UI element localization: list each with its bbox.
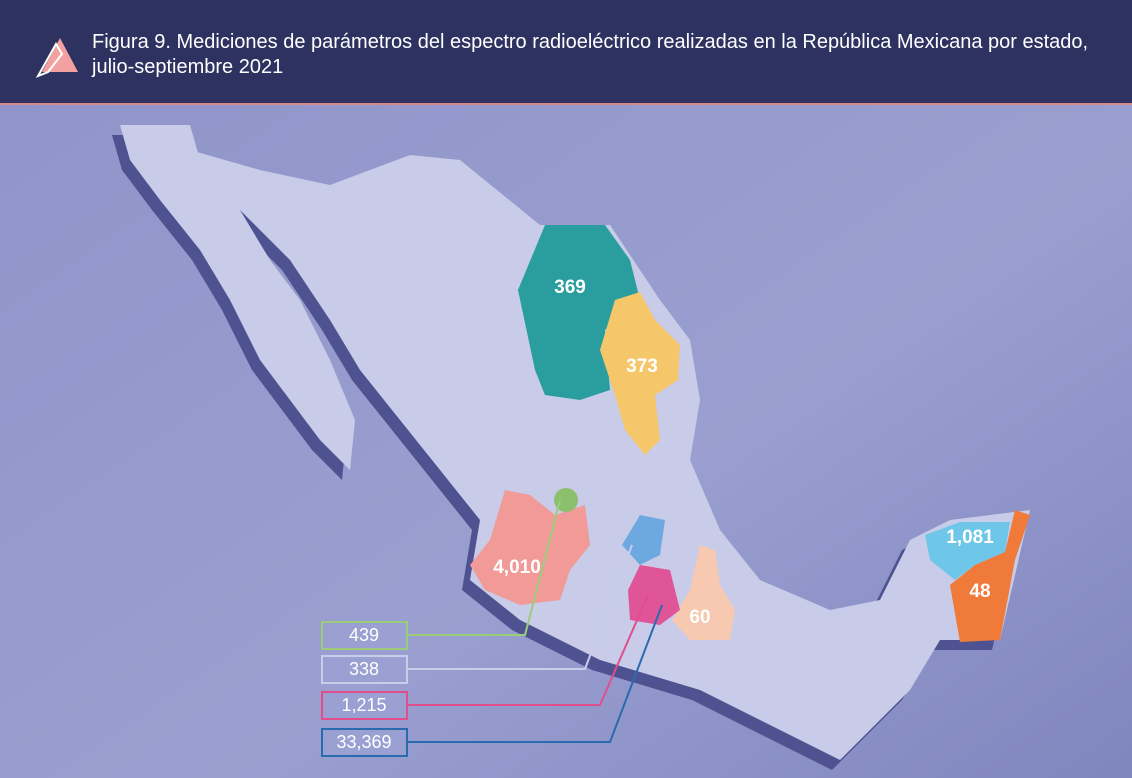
callout-label: 1,215 xyxy=(341,695,386,715)
region xyxy=(950,510,1030,642)
region-label: 48 xyxy=(969,581,990,602)
callout-box xyxy=(321,728,408,757)
region-small xyxy=(554,488,578,512)
callout-box xyxy=(321,621,408,650)
map-land xyxy=(120,125,1030,760)
callout-line xyxy=(407,594,649,706)
region-label: 369 xyxy=(554,277,586,298)
callout-line xyxy=(407,499,561,636)
callout-line xyxy=(407,604,663,743)
callout-line xyxy=(407,544,633,670)
region-label: 1,081 xyxy=(946,527,994,548)
callout-label: 338 xyxy=(349,659,379,679)
region xyxy=(518,225,640,400)
callout-box xyxy=(321,691,408,720)
region-label: 4,010 xyxy=(493,557,541,578)
region xyxy=(470,490,590,605)
callout-box xyxy=(321,655,408,684)
region-label: 60 xyxy=(689,607,710,628)
region xyxy=(600,292,680,455)
region-small xyxy=(622,515,665,565)
region-label: 373 xyxy=(626,356,658,377)
callout-label: 33,369 xyxy=(336,732,391,752)
region xyxy=(925,522,1010,580)
callout-label: 439 xyxy=(349,625,379,645)
region xyxy=(672,545,735,640)
title: Figura 9. Mediciones de parámetros del e… xyxy=(92,31,1089,78)
icon-outline xyxy=(35,42,64,78)
header-band xyxy=(0,0,1132,104)
